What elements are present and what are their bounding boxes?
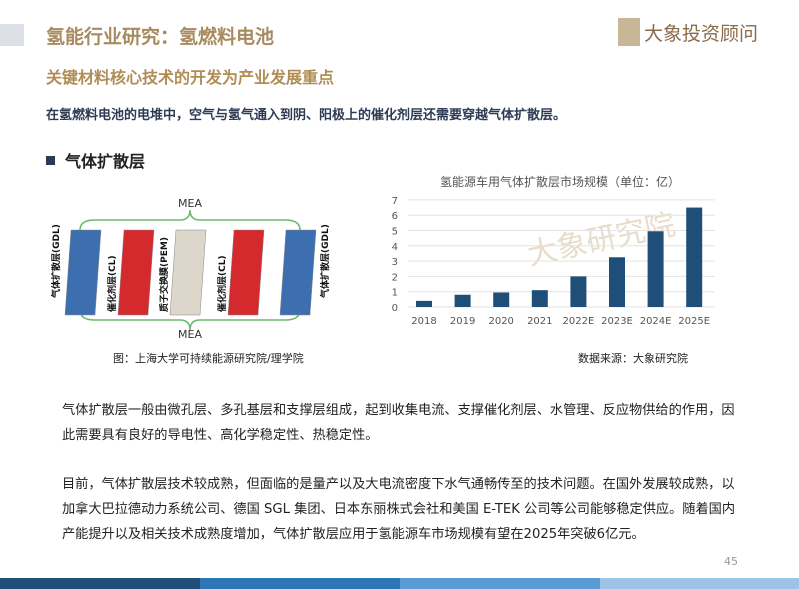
- diagram-layer: [117, 229, 155, 316]
- bar: [531, 290, 548, 307]
- bar: [454, 294, 471, 307]
- x-tick-label: 2018: [411, 316, 436, 327]
- diagram-layer-label: 气体扩散层(GDL): [50, 224, 62, 299]
- y-tick-label: 4: [392, 242, 398, 253]
- bar: [416, 300, 432, 307]
- paragraph-2: 目前，气体扩散层技术较成熟，但面临的是量产以及大电流密度下水气通畅传至的技术问题…: [62, 477, 736, 542]
- lead-text: 在氢燃料电池的电堆中，空气与氢气通入到阴、阳极上的催化剂层还需要穿越气体扩散层。: [46, 108, 567, 123]
- mea-top-label: MEA: [178, 197, 202, 210]
- diagram-layer: [169, 229, 207, 316]
- subtitle: 关键材料核心技术的开发为产业发展重点: [46, 68, 335, 87]
- diagram-layer-label: 催化剂层(CL): [216, 255, 228, 312]
- x-tick-label: 2019: [450, 316, 475, 327]
- bar: [686, 207, 703, 307]
- footer-stripe: [0, 578, 200, 589]
- section-title: 气体扩散层: [65, 152, 146, 171]
- y-tick-label: 2: [392, 272, 398, 283]
- page-title: 氢能行业研究：氢燃料电池: [46, 26, 275, 48]
- footer-stripe: [600, 578, 799, 589]
- diagram-layer: [279, 229, 317, 316]
- diagram-layer: [64, 229, 102, 316]
- diagram-layer: [227, 229, 265, 316]
- footer-stripe: [200, 578, 400, 589]
- y-tick-label: 5: [392, 227, 398, 238]
- logo: 大象投资顾问: [618, 18, 758, 46]
- bar: [493, 292, 510, 307]
- diagram-layer-label: 催化剂层(CL): [106, 255, 118, 312]
- chart-title: 氢能源车用气体扩散层市场规模（单位：亿）: [440, 175, 681, 189]
- page-number: 45: [724, 555, 738, 568]
- y-tick-label: 1: [392, 288, 398, 299]
- y-tick-label: 6: [392, 211, 398, 222]
- y-tick-label: 0: [392, 303, 398, 314]
- y-tick-label: 3: [392, 257, 398, 268]
- paragraph-1: 气体扩散层一般由微孔层、多孔基层和支撑层组成，起到收集电流、支撑催化剂层、水管理…: [62, 403, 735, 443]
- bar: [647, 231, 664, 307]
- mea-bottom-label: MEA: [178, 328, 202, 340]
- diagram-layer-label: 质子交换膜(PEM): [158, 237, 170, 312]
- x-tick-label: 2020: [488, 316, 513, 327]
- x-tick-label: 2021: [527, 316, 552, 327]
- x-tick-label: 2024E: [640, 316, 672, 327]
- x-tick-label: 2022E: [563, 316, 595, 327]
- x-tick-label: 2023E: [601, 316, 633, 327]
- mea-diagram: MEA MEA 气体扩散层(GDL) 催化剂层(CL) 质子交换膜(PEM) 催化剂层…: [50, 197, 331, 340]
- bar: [570, 276, 587, 307]
- section-heading: 气体扩散层: [46, 148, 145, 172]
- elephant-logo-icon: [618, 18, 640, 46]
- footer-stripe: [400, 578, 600, 589]
- diagram-caption: 图：上海大学可持续能源研究院/理学院: [113, 352, 304, 365]
- logo-text: 大象投资顾问: [644, 22, 759, 45]
- bar: [609, 257, 625, 307]
- diagram-layer-label: 气体扩散层(GDL): [319, 224, 331, 299]
- y-tick-label: 7: [392, 196, 398, 207]
- header-accent: [0, 24, 24, 46]
- x-tick-label: 2025E: [678, 316, 710, 327]
- bullet-square-icon: [46, 155, 55, 165]
- chart-source: 数据来源：大象研究院: [578, 352, 688, 365]
